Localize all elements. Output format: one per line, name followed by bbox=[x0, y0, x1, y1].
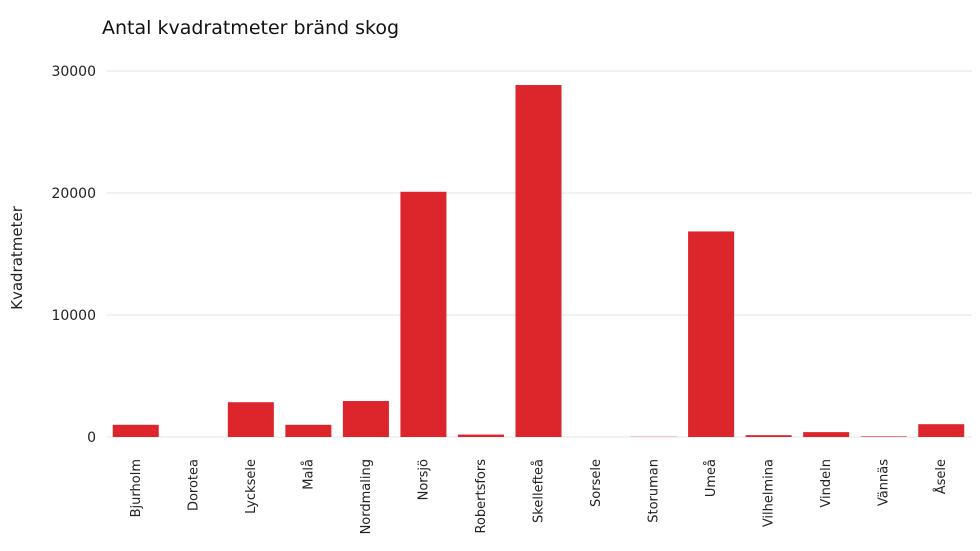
x-tick-label: Bjurholm bbox=[129, 459, 144, 517]
bar bbox=[342, 401, 389, 437]
x-tick-label: Vilhelmina bbox=[762, 459, 777, 527]
bar bbox=[457, 434, 504, 437]
bar bbox=[918, 424, 965, 437]
x-tick-label: Robertsfors bbox=[474, 459, 489, 534]
bar bbox=[227, 402, 274, 437]
x-axis-ticks: Bjurholm Dorotea Lycksele Malå Nordmaling Nor… bbox=[129, 459, 949, 535]
y-tick-label: 30000 bbox=[51, 64, 96, 80]
bar bbox=[688, 231, 735, 437]
x-tick-label: Vindeln bbox=[819, 459, 834, 508]
x-tick-label: Storuman bbox=[647, 459, 662, 523]
bars bbox=[112, 85, 965, 437]
chart-title: Antal kvadratmeter bränd skog bbox=[102, 17, 399, 39]
x-tick-label: Lycksele bbox=[244, 459, 259, 514]
y-axis-ticks: 0 10000 20000 30000 bbox=[51, 64, 96, 446]
y-tick-label: 0 bbox=[87, 430, 96, 446]
x-tick-label: Malå bbox=[301, 459, 316, 490]
bar bbox=[400, 191, 447, 437]
bar bbox=[803, 432, 850, 437]
x-tick-label: Umeå bbox=[704, 459, 719, 497]
x-tick-label: Norsjö bbox=[416, 459, 431, 500]
bar bbox=[515, 85, 562, 437]
y-axis-label: Kvadratmeter bbox=[8, 205, 26, 310]
x-tick-label: Sorsele bbox=[589, 459, 604, 507]
x-tick-label: Dorotea bbox=[186, 459, 201, 511]
y-tick-label: 20000 bbox=[51, 186, 96, 202]
y-tick-label: 10000 bbox=[51, 308, 96, 324]
x-tick-label: Åsele bbox=[933, 459, 949, 494]
bar bbox=[745, 435, 792, 437]
x-tick-label: Skellefteå bbox=[532, 459, 547, 523]
bar bbox=[285, 424, 332, 437]
x-tick-label: Vännäs bbox=[877, 459, 892, 506]
x-tick-label: Nordmaling bbox=[359, 459, 374, 534]
bar bbox=[112, 424, 159, 437]
bar bbox=[860, 436, 907, 437]
